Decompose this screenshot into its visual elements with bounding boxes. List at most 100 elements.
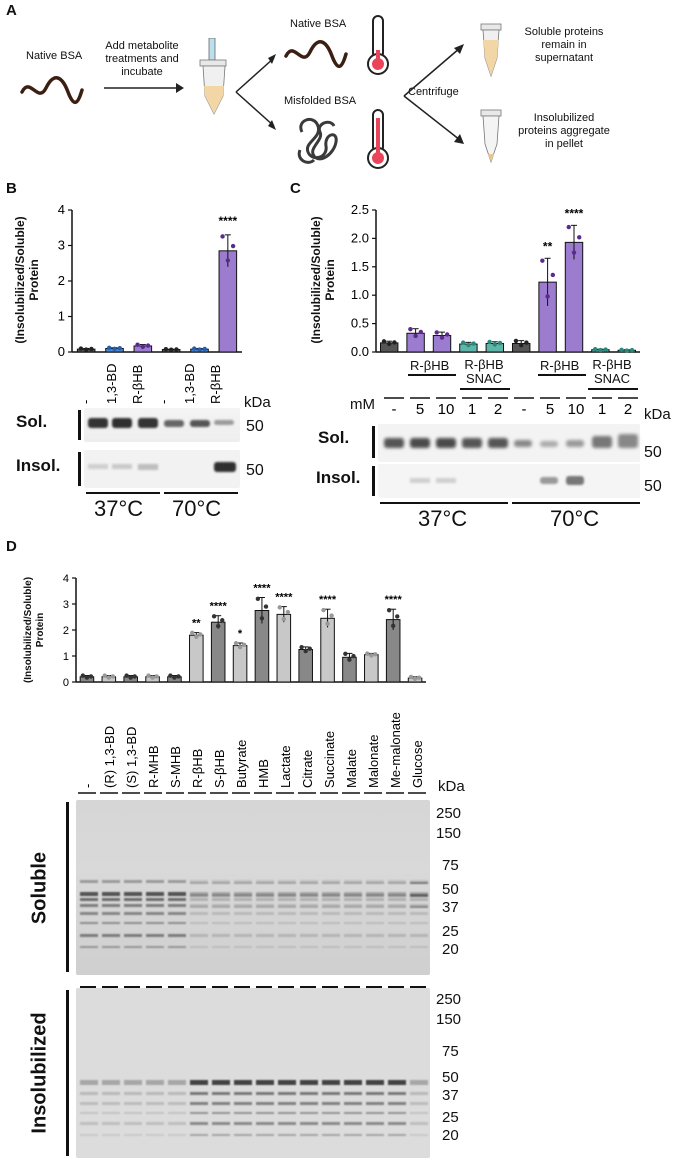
panel-b-insol-gel: [84, 450, 240, 488]
well-marker-14: [388, 986, 404, 989]
b-lane-label-2: R-βHB: [130, 365, 145, 404]
well-marker-10: [300, 986, 316, 989]
c-dose-label-6: 5: [546, 401, 554, 418]
d-lane-label-6: S-βHB: [212, 749, 227, 788]
c-dot-3-0: [460, 340, 466, 345]
mw-25-sol: 25: [442, 923, 459, 940]
c-dot-6-2: [550, 272, 556, 278]
panel-c-chart: 0.00.51.01.52.02.5******: [351, 202, 640, 359]
d-dot-8-2: [263, 604, 269, 609]
panel-c-line-rbhb2: [538, 374, 586, 376]
b-dot-4-1: [197, 347, 202, 352]
well-marker-6: [212, 986, 228, 989]
d-dot-13-0: [365, 651, 370, 656]
panel-b-temp-70: 70°C: [172, 496, 222, 521]
panel-b-ylabel-line1: (Insolubilized/Soluble): [13, 216, 27, 344]
mw-37-insol: 37: [442, 1087, 459, 1104]
well-marker-1: [102, 986, 118, 989]
c-dot-3-1: [466, 342, 471, 348]
d-stars-14: ****: [385, 594, 403, 606]
c-ytick-label-3: 1.5: [351, 259, 369, 274]
panel-c-rbhb-label-1: R-βHB: [410, 358, 450, 373]
d-bar-13: [364, 654, 379, 683]
d-dot-14-2: [395, 614, 400, 619]
c-ytick-label-0: 0.0: [351, 344, 369, 359]
d-dot-9-0: [277, 605, 282, 610]
b-ytick-label-3: 3: [58, 238, 65, 253]
c-dose-label-2: 10: [438, 401, 455, 418]
panel-d-insolubilized-label: Insolubilized: [28, 1012, 51, 1134]
centrifuge-arrows: [403, 44, 464, 144]
panel-b-sol-label: Sol.: [16, 412, 48, 431]
add-metabolite-text: Add metabolite treatments and incubate: [105, 40, 179, 78]
panel-d-soluble-gel: [76, 800, 430, 975]
mw-250-sol: 250: [436, 805, 462, 822]
d-dot-12-2: [351, 653, 356, 659]
native-bsa-left-label: Native BSA: [26, 50, 83, 62]
c-dot-0-2: [392, 340, 397, 345]
d-dot-9-2: [285, 609, 291, 615]
c-stars-1: ****: [565, 206, 584, 220]
panel-b-37-line: [86, 492, 160, 494]
insol-gel-lane-8: [256, 988, 274, 1158]
d-lane-label-12: Malate: [344, 749, 359, 788]
panel-d-soluble-label: Soluble: [28, 851, 51, 925]
c-dot-8-1: [598, 347, 603, 353]
d-bar-6: [210, 621, 226, 683]
c-dose-label-8: 1: [598, 401, 606, 418]
panel-d-insol-bracket: [66, 990, 69, 1156]
insol-gel-lane-4: [168, 988, 186, 1158]
panel-c-line-snac2: [588, 388, 638, 390]
b-ytick-label-4: 4: [58, 202, 65, 217]
insol-gel-lane-1: [102, 988, 120, 1158]
d-stars-11: ****: [319, 594, 337, 606]
d-ytick-label-2: 2: [63, 625, 69, 637]
c-dot-7-1: [571, 250, 577, 255]
panel-b-ylabel: (Insolubilized/Soluble) Protein: [2, 200, 52, 360]
c-dose-label-3: 1: [468, 401, 476, 418]
d-dot-3-1: [150, 675, 155, 680]
d-dot-10-2: [307, 646, 312, 651]
c-dot-9-1: [624, 348, 629, 353]
d-lane-label-5: R-βHB: [190, 749, 205, 788]
c-dot-1-0: [408, 326, 413, 332]
c-dot-7-0: [566, 224, 571, 230]
pellet-tube-icon: [480, 109, 502, 164]
d-dot-6-2: [220, 618, 225, 623]
panel-b-ylabel-line2: Protein: [27, 259, 41, 301]
d-lane-label-2: (S) 1,3-BD: [124, 727, 139, 788]
panel-b-mw-sol: 50: [246, 418, 264, 435]
mw-150-insol: 150: [436, 1011, 462, 1028]
mw-20-sol: 20: [442, 941, 459, 958]
mw-50-insol: 50: [442, 1069, 459, 1086]
panel-b-70-line: [164, 492, 238, 494]
panel-d-insol-label-box: Insolubilized: [10, 988, 70, 1158]
d-lane-label-7: Butyrate: [234, 740, 249, 788]
b-dot-0-2: [89, 346, 94, 352]
b-ytick-label-1: 1: [58, 309, 65, 324]
b-lane-label-0: -: [78, 400, 93, 404]
c-dot-4-1: [492, 342, 497, 347]
d-dot-0-2: [88, 674, 94, 679]
well-marker-13: [366, 986, 382, 989]
d-bar-11: [320, 617, 335, 683]
panel-b-mw-insol: 50: [246, 462, 264, 479]
panel-d-lane-labels: - (R) 1,3-BD (S) 1,3-BD R-MHB S-MHB R-βHB S-βH…: [78, 712, 426, 794]
d-bar-5: [189, 634, 204, 683]
panel-c-line-snac1: [460, 388, 510, 390]
d-dot-1-2: [110, 674, 116, 679]
d-ytick-label-4: 4: [63, 573, 69, 585]
d-ytick-label-0: 0: [63, 677, 69, 689]
b-ytick-label-2: 2: [58, 273, 65, 288]
well-marker-2: [124, 986, 140, 989]
panel-c-37-line: [380, 502, 508, 504]
d-bar-10: [298, 649, 313, 683]
panel-c-sol-bracket: [372, 426, 375, 458]
supernatant-tube-icon: [480, 23, 502, 78]
panel-d-label: D: [6, 538, 17, 555]
panel-c-line-rbhb1: [408, 374, 456, 376]
mw-75-sol: 75: [442, 857, 459, 874]
c-ytick-label-5: 2.5: [351, 202, 369, 217]
tube-with-pipette-icon: [199, 38, 227, 115]
